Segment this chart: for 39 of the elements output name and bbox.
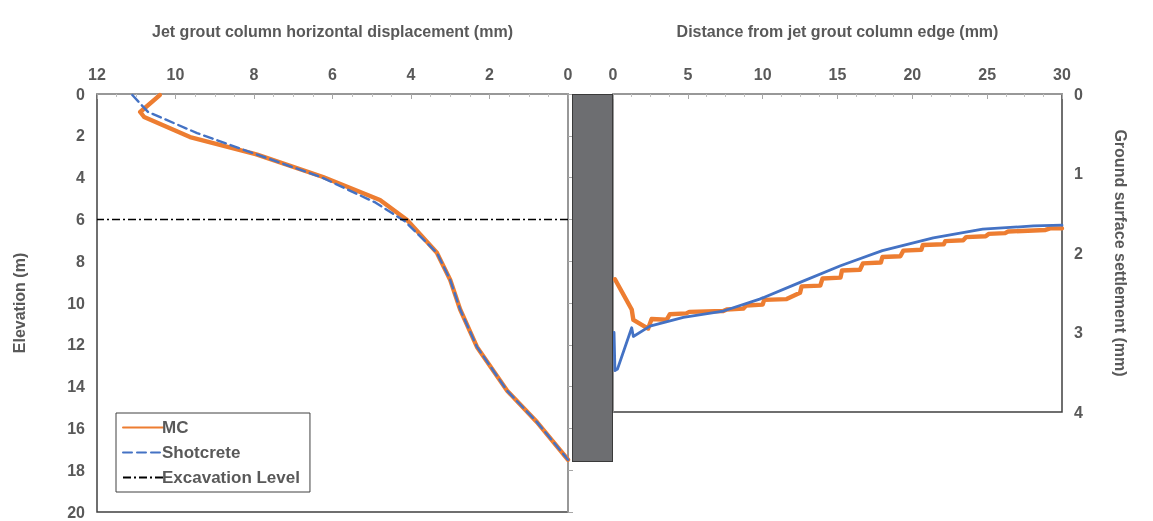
x-tick-label: 20 xyxy=(903,65,922,83)
legend-label: MC xyxy=(162,418,189,437)
y-axis-title: Elevation (m) xyxy=(10,252,28,354)
x-tick-label: 0 xyxy=(608,65,618,83)
y-tick-label: 8 xyxy=(76,252,86,270)
y2-tick-label: 0 xyxy=(1074,85,1083,103)
y2-tick-label: 1 xyxy=(1074,165,1083,182)
y-tick-label: 10 xyxy=(67,294,86,312)
y-tick-label: 20 xyxy=(67,503,86,521)
x-tick-label: 10 xyxy=(753,65,772,83)
y-tick-label: 12 xyxy=(67,336,86,354)
y-tick-label: 6 xyxy=(76,210,86,228)
y2-tick-label: 2 xyxy=(1074,244,1083,262)
y-tick-label: 2 xyxy=(76,127,86,145)
x-tick-label: 15 xyxy=(828,65,847,83)
x-axis-title: Distance from jet grout column edge (mm) xyxy=(676,22,999,40)
x-tick-label: 6 xyxy=(328,65,338,83)
legend-label: Shotcrete xyxy=(162,443,241,462)
y-tick-label: 18 xyxy=(67,461,86,479)
x-tick-label: 8 xyxy=(249,65,259,83)
x-tick-label: 4 xyxy=(406,65,416,83)
y-tick-label: 4 xyxy=(76,169,86,187)
x-tick-label: 25 xyxy=(978,65,997,83)
x-tick-label: 12 xyxy=(88,65,106,83)
line-series xyxy=(612,226,1065,331)
y-tick-label: 0 xyxy=(76,85,86,103)
line-series xyxy=(612,223,1064,373)
y-tick-label: 14 xyxy=(67,378,86,396)
y2-tick-label: 3 xyxy=(1074,324,1083,341)
y2-axis-title: Ground surface settlement (mm) xyxy=(1111,129,1129,377)
legend-label: Excavation Level xyxy=(162,468,300,487)
y2-tick-label: 4 xyxy=(1074,403,1083,421)
x-tick-label: 10 xyxy=(166,65,185,83)
x-tick-label: 2 xyxy=(485,65,495,83)
y-tick-label: 16 xyxy=(67,419,86,437)
x-axis-title: Jet grout column horizontal displacement (mm) xyxy=(152,22,513,40)
x-tick-label: 0 xyxy=(563,65,573,83)
x-tick-label: 30 xyxy=(1053,65,1071,83)
x-tick-label: 5 xyxy=(683,65,693,83)
